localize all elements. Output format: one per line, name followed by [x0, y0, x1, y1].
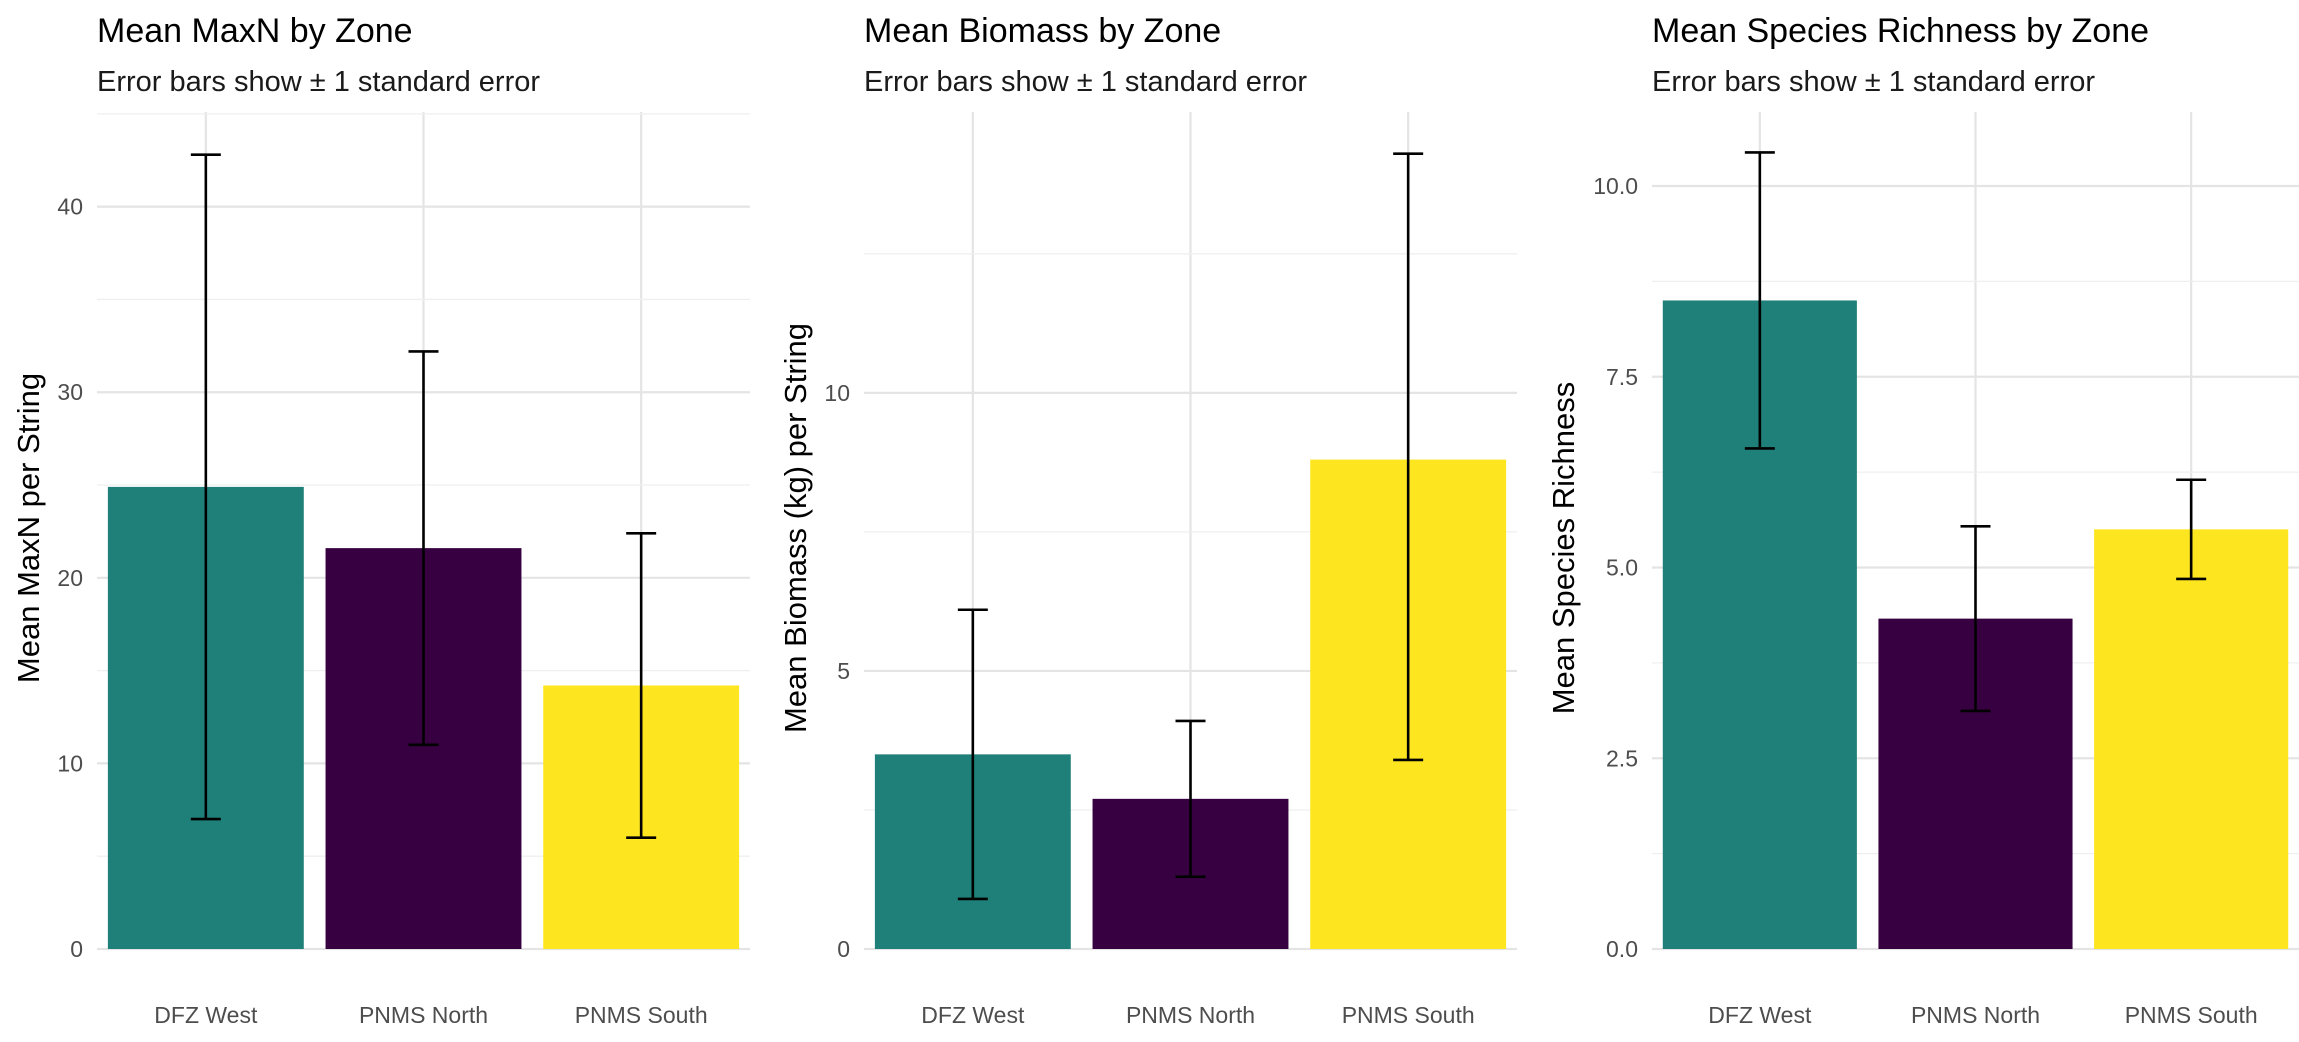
panel-biomass: Mean Biomass by Zone Error bars show ± 1… [778, 12, 1517, 1028]
panel-title: Mean Biomass by Zone [864, 12, 1221, 50]
x-tick-label: DFZ West [921, 1002, 1025, 1028]
y-axis-title: Mean Biomass (kg) per String [778, 323, 813, 733]
plot-area-richness: 0.0 2.5 5.0 7.5 10.0 DFZ West PNMS North PNMS S… [1593, 112, 2299, 1028]
x-tick-label: DFZ West [154, 1002, 258, 1028]
x-tick-label: PNMS South [575, 1002, 708, 1028]
x-tick-label: PNMS North [1911, 1002, 2040, 1028]
x-tick-label: PNMS South [2125, 1002, 2258, 1028]
panel-subtitle: Error bars show ± 1 standard error [1652, 66, 2095, 98]
y-tick-label: 10.0 [1593, 173, 1638, 199]
panel-title: Mean MaxN by Zone [97, 12, 413, 50]
panel-richness: Mean Species Richness by Zone Error bars… [1546, 12, 2299, 1028]
y-tick-label: 5 [837, 658, 850, 684]
y-tick-label: 5.0 [1606, 555, 1638, 581]
x-tick-label: PNMS South [1342, 1002, 1475, 1028]
panel-maxn: Mean MaxN by Zone Error bars show ± 1 st… [11, 12, 750, 1028]
y-tick-label: 0 [70, 936, 83, 962]
bar [2094, 529, 2289, 949]
y-tick-label: 10 [57, 750, 83, 776]
panel-subtitle: Error bars show ± 1 standard error [97, 66, 540, 98]
panel-title: Mean Species Richness by Zone [1652, 12, 2149, 50]
y-tick-label: 0.0 [1606, 936, 1638, 962]
y-tick-label: 20 [57, 565, 83, 591]
y-tick-label: 2.5 [1606, 745, 1638, 771]
y-tick-label: 0 [837, 936, 850, 962]
y-tick-label: 7.5 [1606, 364, 1638, 390]
y-axis-title: Mean Species Richness [1546, 382, 1581, 715]
plot-area-maxn: 0 10 20 30 40 DFZ West PNMS North PNMS South [57, 112, 750, 1028]
x-tick-label: DFZ West [1708, 1002, 1812, 1028]
y-tick-label: 30 [57, 379, 83, 405]
x-tick-label: PNMS North [359, 1002, 488, 1028]
y-axis-title: Mean MaxN per String [11, 373, 46, 683]
y-tick-label: 10 [824, 380, 850, 406]
y-tick-label: 40 [57, 194, 83, 220]
plot-area-biomass: 0 5 10 DFZ West PNMS North PNMS South [824, 112, 1517, 1028]
panel-subtitle: Error bars show ± 1 standard error [864, 66, 1307, 98]
x-tick-label: PNMS North [1126, 1002, 1255, 1028]
